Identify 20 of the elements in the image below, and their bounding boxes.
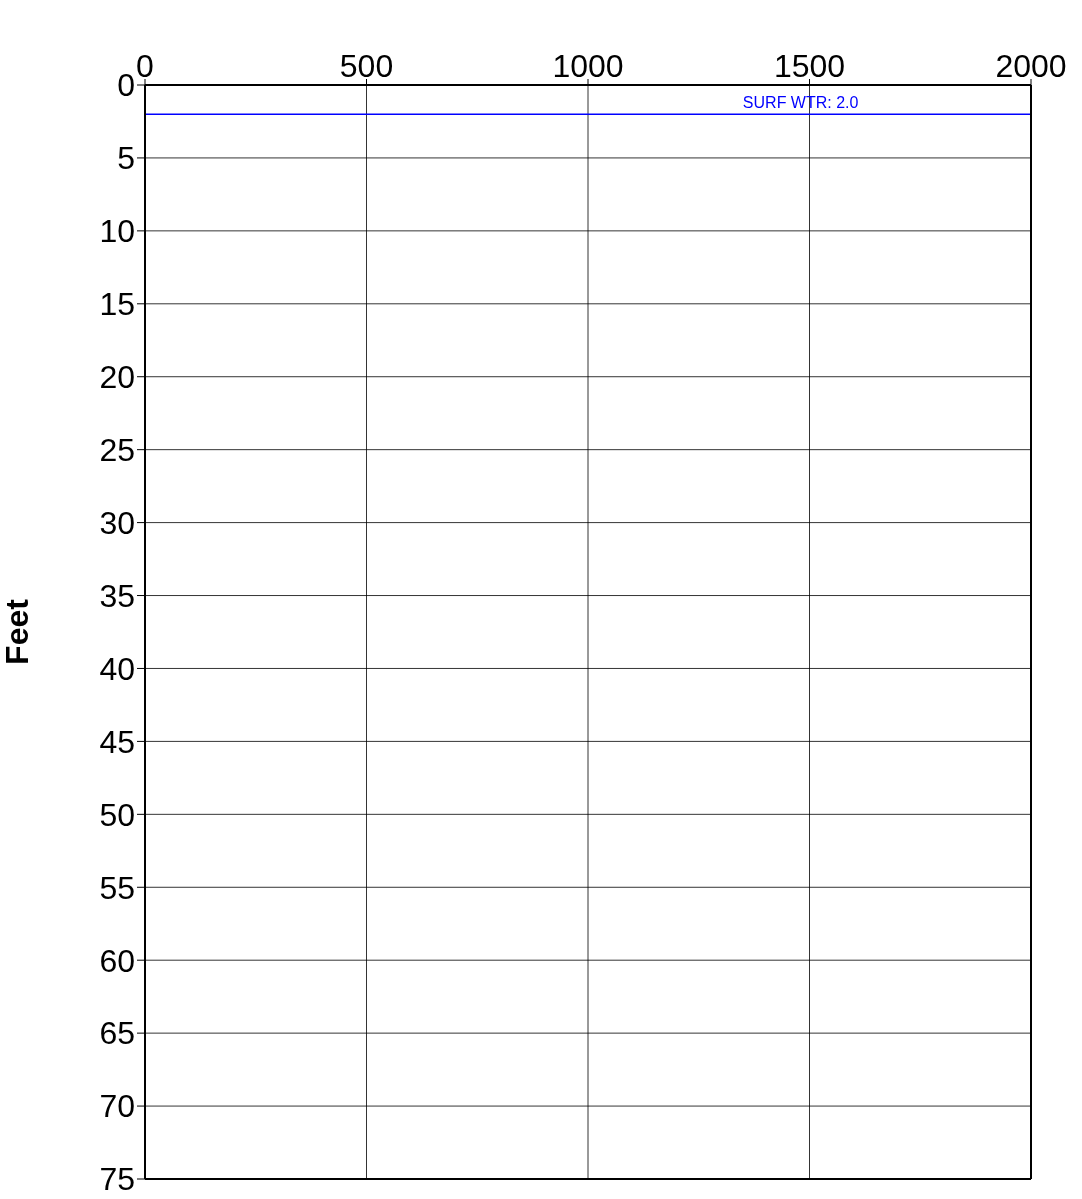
y-tick-label: 5 — [117, 140, 135, 177]
x-tick-label: 1000 — [552, 48, 624, 84]
y-axis-title: Feet — [0, 598, 36, 665]
y-tick-label: 30 — [99, 504, 135, 541]
y-tick-label: 25 — [99, 432, 135, 469]
x-tick-label: 1500 — [773, 48, 846, 84]
y-tick-label: 70 — [99, 1088, 135, 1125]
y-tick-label: 15 — [99, 286, 135, 323]
y-tick-label: 75 — [99, 1161, 135, 1198]
y-tick-label: 35 — [99, 577, 135, 614]
y-tick-label: 65 — [99, 1015, 135, 1052]
y-tick-label: 60 — [99, 942, 135, 979]
y-tick-label: 45 — [99, 723, 135, 760]
y-tick-label: 20 — [99, 359, 135, 396]
x-tick-label: 500 — [339, 48, 394, 84]
x-tick-label: 2000 — [995, 48, 1067, 84]
y-tick-label: 40 — [99, 650, 135, 687]
y-tick-label: 55 — [99, 869, 135, 906]
y-tick-label: 50 — [99, 796, 135, 833]
y-tick-label: 10 — [99, 213, 135, 250]
